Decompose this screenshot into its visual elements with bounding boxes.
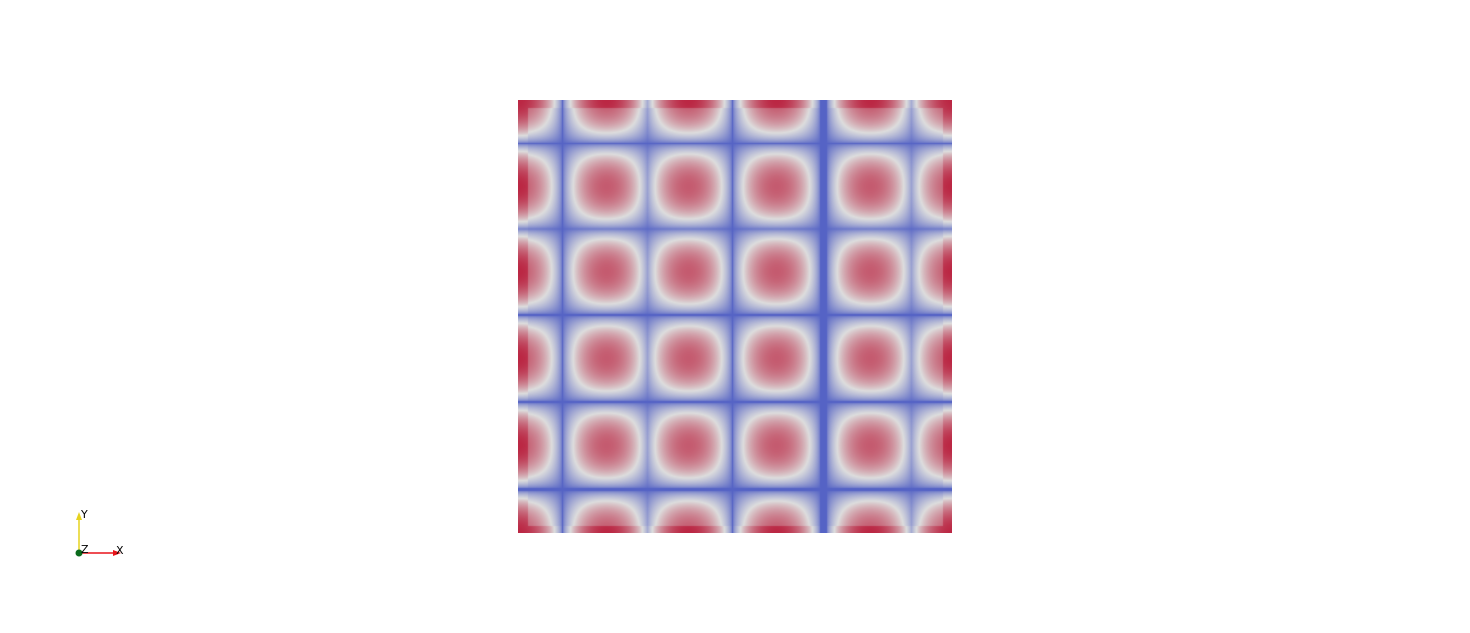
y-axis-label: Y bbox=[80, 508, 88, 521]
x-axis-label: X bbox=[116, 544, 124, 557]
scalar-field-render[interactable] bbox=[518, 100, 952, 533]
z-axis-label: Z bbox=[81, 543, 89, 556]
orientation-axes-widget: Y X Z bbox=[60, 500, 140, 570]
